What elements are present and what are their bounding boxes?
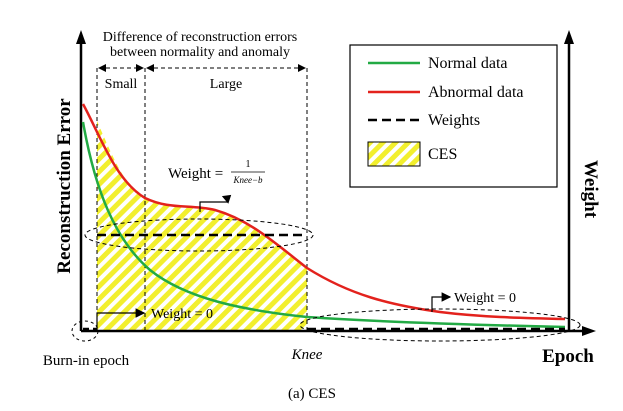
y-axis-right-label: Weight	[580, 160, 601, 219]
normal-data-curve	[81, 121, 566, 329]
weight-zero-left-label: Weight = 0	[151, 307, 213, 322]
legend-box	[349, 44, 558, 188]
header-line-2: between normality and anomaly	[110, 45, 290, 60]
weight-zero-right-ellipse	[299, 308, 581, 342]
small-label: Small	[105, 77, 138, 92]
burn-in-ellipse	[71, 320, 99, 342]
weight-zero-right-label: Weight = 0	[454, 291, 516, 306]
figure-caption: (a) CES	[288, 386, 336, 402]
legend-normal-label: Normal data	[428, 55, 508, 72]
formula-pointer-head	[221, 194, 232, 204]
weight-zero-left-pointer	[96, 308, 146, 330]
y-axis-left-arrow	[76, 30, 86, 44]
weight-high-ellipse	[84, 218, 314, 252]
y-axis-left-label: Reconstruction Error	[54, 98, 75, 274]
formula-denominator: Knee−b	[232, 175, 263, 185]
knee-label: Knee	[291, 347, 323, 363]
header-line-1: Difference of reconstruction errors	[103, 30, 297, 45]
legend-ces-label: CES	[428, 146, 457, 163]
formula-numerator: 1	[246, 159, 251, 170]
ces-hatched-region	[97, 121, 307, 331]
weight-formula-label: Weight =	[168, 166, 223, 182]
burn-in-label: Burn-in epoch	[43, 353, 130, 369]
abnormal-data-curve	[81, 103, 566, 321]
formula-pointer	[199, 201, 228, 212]
y-axis-right-arrow	[564, 30, 574, 44]
large-label: Large	[210, 77, 242, 92]
weight-zero-right-pointer	[431, 292, 452, 312]
legend-weights-label: Weights	[428, 112, 480, 129]
legend-ces-swatch	[367, 141, 421, 167]
x-axis-label: Epoch	[542, 346, 594, 367]
x-axis-arrow	[582, 326, 596, 336]
legend-abnormal-label: Abnormal data	[428, 84, 524, 101]
